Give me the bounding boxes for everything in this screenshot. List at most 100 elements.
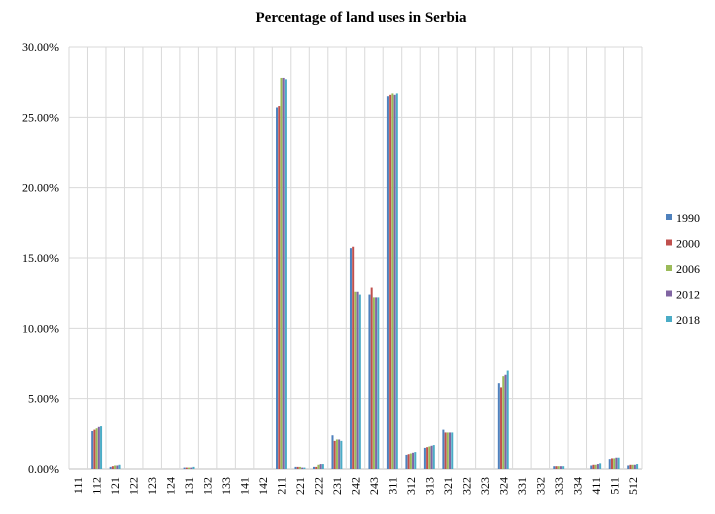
legend-swatch-2018 [666, 316, 672, 322]
x-tick-label: 321 [441, 477, 455, 495]
bar-2000-222 [315, 466, 318, 469]
bar-2012-512 [633, 464, 636, 469]
x-tick-label: 141 [238, 477, 252, 495]
bar-2018-121 [118, 464, 121, 469]
bar-2000-131 [185, 467, 188, 469]
y-tick-label: 10.00% [22, 321, 59, 335]
x-tick-label: 411 [589, 477, 603, 495]
bar-1990-231 [331, 435, 334, 469]
bar-2006-321 [446, 432, 449, 469]
bar-2018-324 [506, 370, 509, 469]
bar-2000-211 [278, 106, 281, 469]
x-tick-label: 334 [570, 477, 584, 495]
bar-2000-231 [333, 440, 336, 469]
bar-1990-511 [608, 459, 611, 469]
x-tick-label: 133 [219, 477, 233, 495]
bar-2018-242 [358, 294, 361, 469]
bar-2012-321 [449, 432, 452, 469]
x-tick-label: 243 [367, 477, 381, 495]
x-axis: 111 112 121 122 123 124 131 132 133 141 142 211 221 2… [71, 477, 640, 495]
bar-1990-243 [368, 294, 371, 469]
x-tick-label: 221 [293, 477, 307, 495]
x-tick-label: 511 [607, 477, 621, 495]
y-tick-label: 5.00% [28, 392, 59, 406]
bar-2018-231 [340, 440, 343, 469]
bar-1990-121 [109, 466, 112, 469]
bar-1990-211 [276, 107, 279, 469]
bar-2000-311 [389, 94, 392, 470]
x-tick-label: 123 [145, 477, 159, 495]
bar-2000-121 [111, 466, 114, 469]
bar-1990-221 [294, 466, 297, 469]
bar-1990-411 [590, 465, 593, 469]
bar-2018-211 [284, 79, 287, 469]
x-tick-label: 322 [459, 477, 473, 495]
x-tick-label: 222 [312, 477, 326, 495]
bars [91, 77, 639, 470]
bar-1990-313 [423, 447, 426, 469]
bar-2018-243 [377, 297, 380, 469]
bar-2018-222 [321, 464, 324, 469]
bar-2018-511 [617, 457, 620, 469]
x-tick-label: 311 [385, 477, 399, 495]
bar-2018-411 [599, 463, 602, 469]
bar-2000-312 [407, 454, 410, 469]
bar-1990-112 [91, 431, 94, 469]
bar-2012-313 [430, 445, 433, 469]
x-tick-label: 122 [127, 477, 141, 495]
bar-2000-243 [370, 287, 373, 469]
bar-2018-221 [303, 467, 306, 469]
x-tick-label: 121 [108, 477, 122, 495]
bar-2000-321 [444, 432, 447, 469]
y-tick-label: 15.00% [22, 251, 59, 265]
bar-1990-512 [627, 465, 630, 469]
bar-2018-313 [432, 445, 435, 469]
bar-1990-242 [349, 248, 352, 469]
bar-2006-221 [298, 466, 301, 469]
bar-2012-242 [356, 291, 359, 469]
bar-2006-222 [317, 464, 320, 469]
x-tick-label: 132 [201, 477, 215, 495]
bar-2006-231 [335, 439, 338, 469]
bar-2012-243 [375, 297, 378, 469]
bar-2012-511 [615, 457, 618, 469]
bar-2018-311 [395, 93, 398, 470]
bar-2000-512 [629, 464, 632, 469]
x-tick-label: 333 [552, 477, 566, 495]
bar-1990-312 [405, 454, 408, 469]
x-tick-label: 512 [626, 477, 640, 495]
bar-2000-221 [296, 466, 299, 469]
bar-2018-333 [562, 466, 565, 469]
x-tick-label: 332 [533, 477, 547, 495]
y-axis: 0.00% 5.00% 10.00% 15.00% 20.00% 25.00% 30.00% [22, 40, 59, 476]
bar-2006-112 [95, 428, 98, 469]
x-tick-label: 124 [164, 477, 178, 495]
chart-title: Percentage of land uses in Serbia [256, 10, 467, 26]
bar-2012-131 [190, 467, 193, 469]
x-tick-label: 142 [256, 477, 270, 495]
bar-1990-333 [553, 466, 556, 469]
bar-2006-211 [280, 77, 283, 470]
bar-2012-324 [504, 374, 507, 469]
y-tick-label: 20.00% [22, 181, 59, 195]
y-tick-label: 0.00% [28, 462, 59, 476]
x-tick-label: 331 [515, 477, 529, 495]
bar-2012-222 [319, 464, 322, 469]
bar-2012-231 [338, 439, 341, 469]
bar-2012-121 [116, 465, 119, 469]
legend: 1990 2000 2006 2012 2018 [666, 211, 700, 327]
bar-2006-311 [391, 93, 394, 470]
x-tick-label: 231 [330, 477, 344, 495]
bar-2012-221 [301, 467, 304, 469]
bar-2012-311 [393, 94, 396, 470]
bar-2012-112 [97, 426, 100, 469]
legend-label-2000: 2000 [676, 237, 700, 251]
x-tick-label: 312 [404, 477, 418, 495]
legend-label-2012: 2012 [676, 288, 700, 302]
bar-2006-121 [114, 465, 117, 469]
bar-1990-131 [183, 467, 186, 469]
bar-2018-131 [192, 466, 195, 469]
bar-2006-312 [409, 453, 412, 469]
bar-2000-411 [592, 464, 595, 469]
